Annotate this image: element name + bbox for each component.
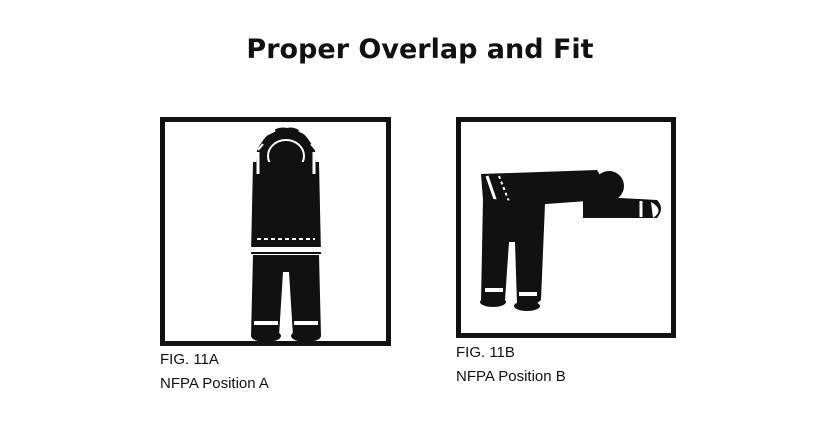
sleeve-stripe-left xyxy=(262,128,276,138)
head xyxy=(594,171,624,201)
boot-right xyxy=(291,330,321,341)
pants xyxy=(251,255,321,340)
legs xyxy=(481,198,545,307)
figure-11b-position-label: NFPA Position B xyxy=(456,368,566,385)
figure-11b-frame xyxy=(456,117,676,338)
sleeve-stripe-right xyxy=(298,128,312,138)
figure-11a-frame xyxy=(160,117,391,346)
boot-right xyxy=(514,301,540,311)
page-title: Proper Overlap and Fit xyxy=(246,34,594,65)
ankle-band-right xyxy=(294,321,318,325)
figure-11a-caption: FIG. 11A NFPA Position A xyxy=(160,350,269,394)
ankle-band-left xyxy=(485,288,503,292)
sleeve-stripe-left-lower xyxy=(257,143,264,151)
glove xyxy=(651,202,659,218)
coat xyxy=(251,162,321,254)
ankle-band-left xyxy=(254,321,278,325)
extended-arm xyxy=(583,196,661,218)
coat-back xyxy=(481,170,603,206)
standing-firefighter-illustration xyxy=(251,127,321,341)
coat-overlap-band xyxy=(251,247,321,252)
figure-11a-position-label: NFPA Position A xyxy=(160,375,269,392)
bent-firefighter-illustration xyxy=(480,170,661,311)
back-dashed-trim xyxy=(498,175,518,223)
sleeve-stripe-right-lower xyxy=(310,143,317,151)
figure-11b-number: FIG. 11B xyxy=(456,344,515,361)
ankle-band-right xyxy=(519,292,537,296)
boot-left xyxy=(480,297,506,307)
boot-left xyxy=(251,330,281,341)
figure-11a-number: FIG. 11A xyxy=(160,351,219,368)
figure-11b-caption: FIG. 11B NFPA Position B xyxy=(456,343,566,387)
